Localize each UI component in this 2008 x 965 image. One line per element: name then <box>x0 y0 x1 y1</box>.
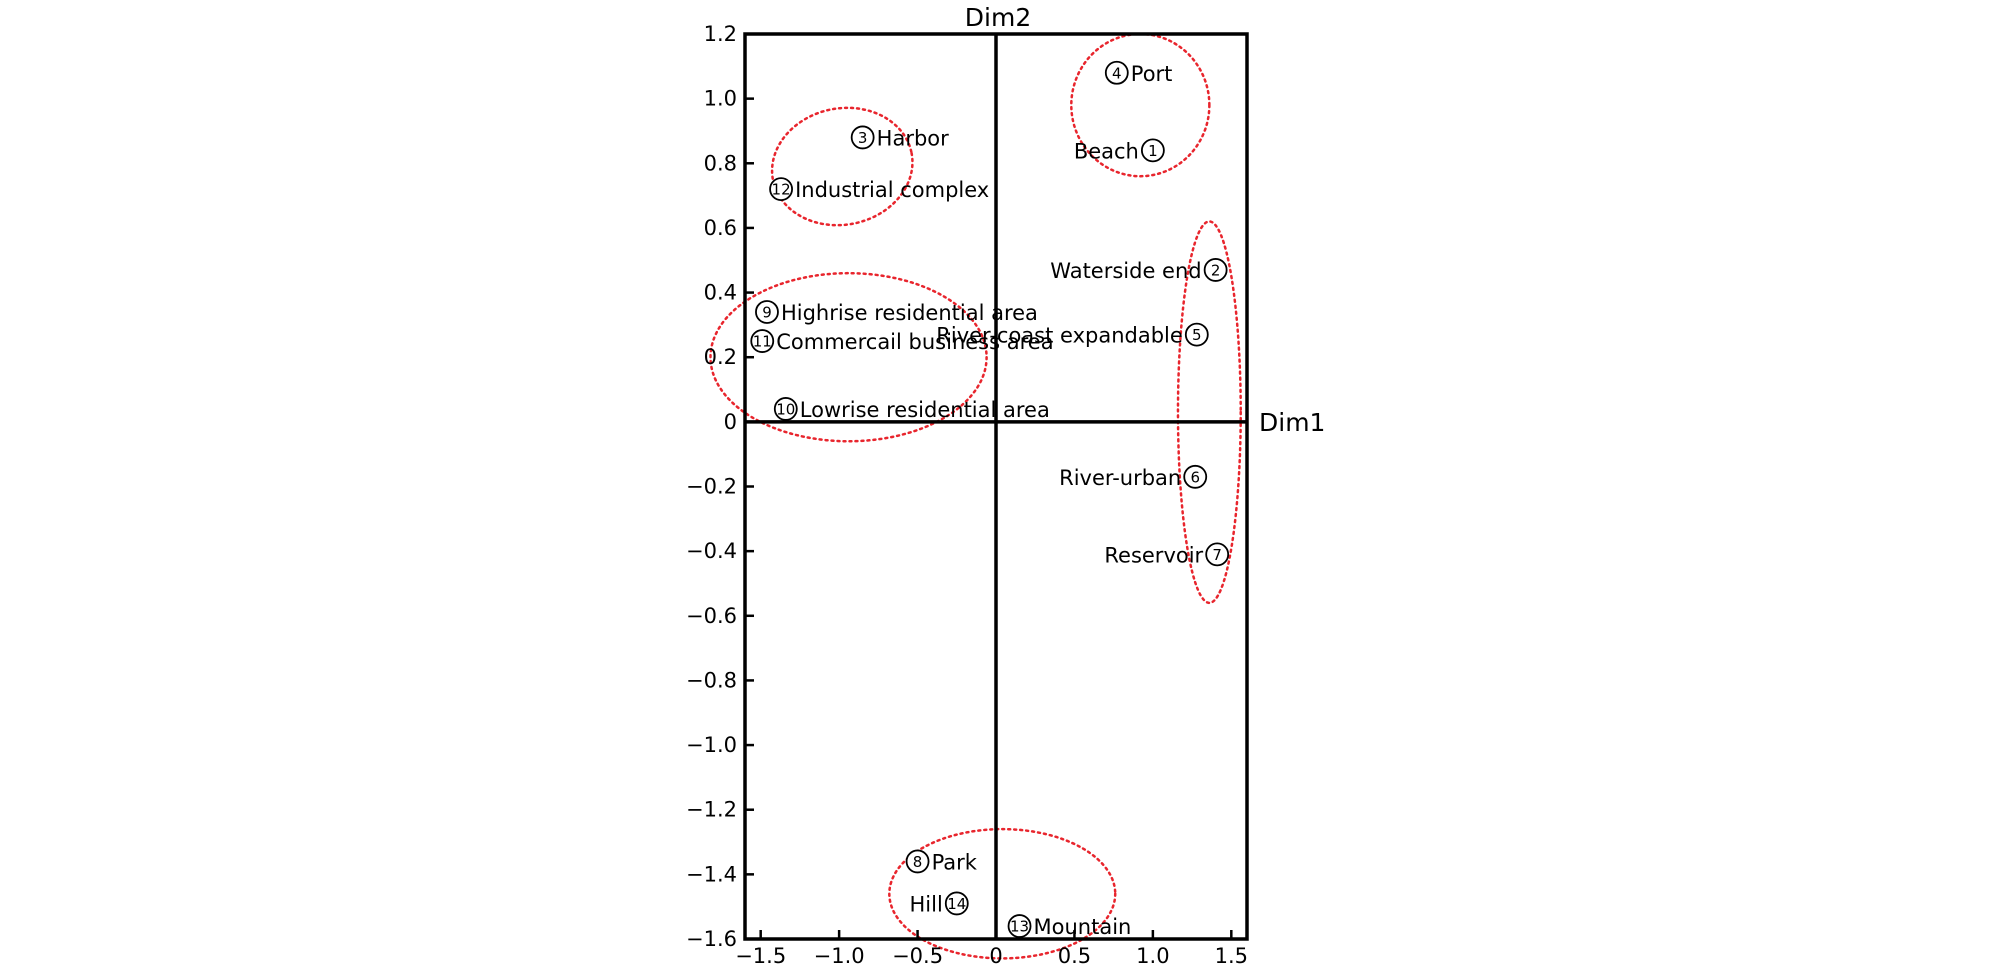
point-13: 13 Mountain <box>1007 914 1132 939</box>
x-tick-label: 1.0 <box>1136 944 1169 965</box>
point-marker <box>1104 60 1129 85</box>
y-tick-label: −1.0 <box>686 733 737 757</box>
point-marker <box>750 329 775 353</box>
point-number: 9 <box>762 303 772 321</box>
point-marker <box>905 849 930 874</box>
y-tick-label: 0.4 <box>704 281 737 305</box>
point-number: 7 <box>1212 546 1222 564</box>
point-label: Waterside end <box>1050 259 1201 283</box>
point-number: 3 <box>858 129 868 147</box>
point-8: 8 Park <box>905 849 978 874</box>
data-points: 1 Beach 2 Waterside end 3 Harbor 4 Port 5 River-c… <box>750 60 1230 939</box>
x-tick-label: −1.0 <box>814 944 865 965</box>
point-marker <box>769 177 793 202</box>
point-label: River-coast expandable <box>936 324 1183 348</box>
y-tick-label: −1.6 <box>686 927 737 951</box>
point-1: 1 Beach <box>1074 138 1165 163</box>
y-tick-label: 0 <box>724 410 737 434</box>
point-number: 4 <box>1112 64 1122 82</box>
point-marker <box>755 300 779 324</box>
point-4: 4 Port <box>1104 60 1173 86</box>
point-marker <box>1140 138 1165 163</box>
point-label: Commercail business area <box>776 330 1053 354</box>
cluster-ellipse <box>1176 220 1242 605</box>
point-number: 1 <box>1148 142 1158 160</box>
point-marker <box>1183 464 1208 489</box>
point-14: 14 Hill <box>909 891 969 916</box>
y-axis-title: Dim2 <box>965 3 1031 32</box>
point-5: 5 River-coast expandable <box>936 322 1209 348</box>
x-tick-label: 1.5 <box>1215 944 1248 965</box>
point-label: Beach <box>1074 139 1139 163</box>
point-number: 5 <box>1192 326 1202 344</box>
point-marker <box>773 397 798 421</box>
y-tick-label: −0.4 <box>686 539 737 563</box>
point-marker <box>850 125 875 150</box>
y-tick-label: −1.2 <box>686 798 737 822</box>
y-axis-ticks: 1.2 1.0 0.8 0.6 0.4 0.2 0 −0.2 −0.4 −0.6 −0.8 −1.0 −… <box>686 22 754 951</box>
point-marker <box>944 891 969 916</box>
point-marker <box>1205 542 1230 567</box>
x-axis-title: Dim1 <box>1259 408 1325 437</box>
point-number: 10 <box>776 400 795 418</box>
point-label: Harbor <box>877 126 949 150</box>
cluster-ellipse <box>709 271 988 443</box>
point-9: 9 Highrise residential area <box>755 300 1038 325</box>
x-tick-label: 0.5 <box>1058 944 1091 965</box>
y-tick-label: 1.2 <box>704 22 737 46</box>
point-number: 14 <box>947 895 966 913</box>
x-tick-label: −0.5 <box>892 944 943 965</box>
point-marker <box>1203 258 1228 282</box>
point-label: Park <box>932 850 978 874</box>
point-label: Mountain <box>1034 915 1132 939</box>
point-marker <box>1184 322 1209 347</box>
y-tick-label: −0.8 <box>686 668 737 692</box>
point-11: 11 Commercail business area <box>750 329 1054 354</box>
point-label: River-urban <box>1059 466 1181 490</box>
point-number: 13 <box>1010 918 1029 936</box>
point-number: 6 <box>1190 468 1200 486</box>
y-tick-label: 0.6 <box>704 216 737 240</box>
y-tick-label: −0.6 <box>686 604 737 628</box>
point-label: Reservoir <box>1104 543 1203 567</box>
point-number: 12 <box>772 181 791 199</box>
x-tick-label: −1.5 <box>735 944 786 965</box>
point-label: Hill <box>909 892 942 916</box>
point-7: 7 Reservoir <box>1104 542 1230 567</box>
point-12: 12 Industrial complex <box>769 177 989 202</box>
y-tick-label: 1.0 <box>704 87 737 111</box>
point-label: Port <box>1131 62 1173 86</box>
point-number: 11 <box>753 333 772 351</box>
x-tick-label: 0 <box>989 944 1002 965</box>
point-10: 10 Lowrise residential area <box>773 397 1050 422</box>
y-tick-label: −1.4 <box>686 862 737 886</box>
x-axis-ticks: −1.5 −1.0 −0.5 0 0.5 1.0 1.5 <box>735 930 1248 965</box>
point-number: 2 <box>1211 261 1221 279</box>
cluster-ellipse <box>770 106 914 227</box>
point-number: 8 <box>913 853 923 871</box>
y-tick-label: 0.8 <box>704 151 737 175</box>
point-2: 2 Waterside end <box>1050 258 1228 283</box>
point-6: 6 River-urban <box>1059 464 1208 490</box>
point-marker <box>1007 914 1032 938</box>
point-label: Lowrise residential area <box>800 398 1050 422</box>
cluster-ellipse <box>888 827 1117 960</box>
cluster-ellipses <box>709 32 1242 960</box>
point-label: Highrise residential area <box>781 301 1038 325</box>
point-label: Industrial complex <box>795 178 989 202</box>
y-tick-label: −0.2 <box>686 475 737 499</box>
y-tick-label: 0.2 <box>704 345 737 369</box>
point-3: 3 Harbor <box>850 125 949 150</box>
